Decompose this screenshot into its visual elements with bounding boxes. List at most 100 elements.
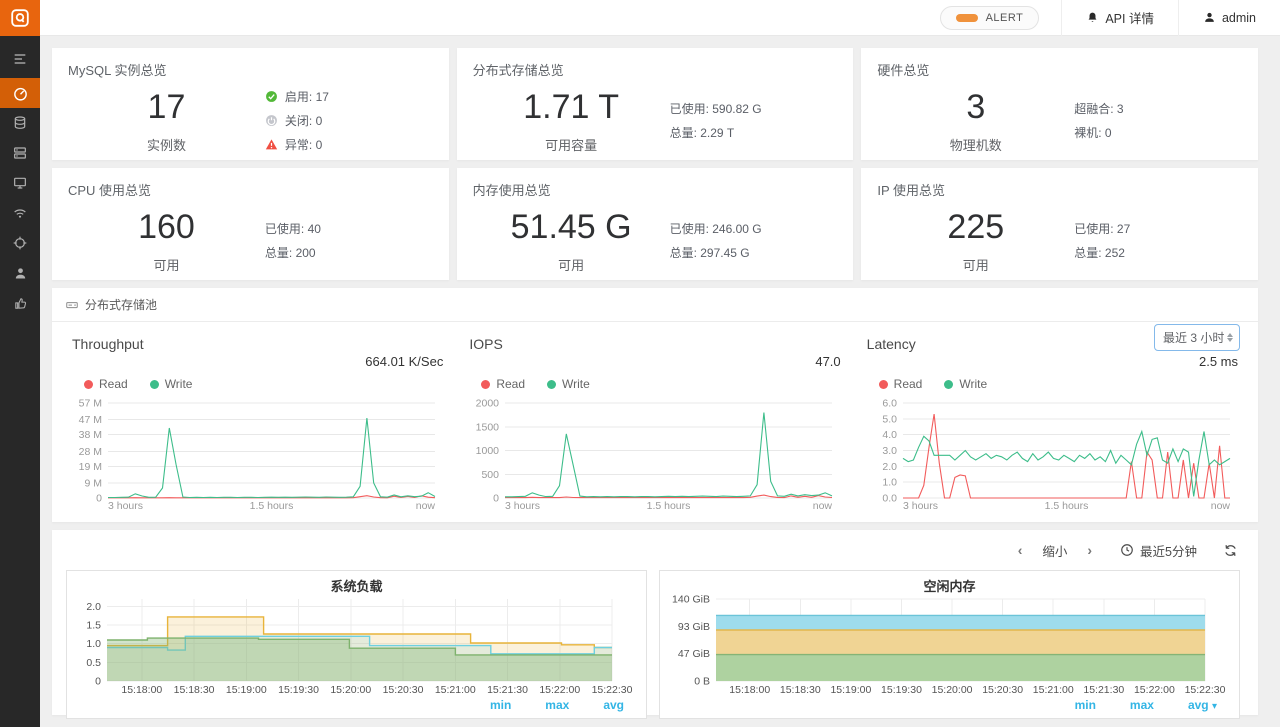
svg-text:1000: 1000 bbox=[476, 445, 500, 457]
detail-row: 已使用: 27 bbox=[1074, 220, 1242, 237]
svg-text:19 M: 19 M bbox=[79, 461, 102, 473]
detail-row: 关闭: 0 bbox=[265, 112, 433, 129]
sidebar-item-approval[interactable] bbox=[0, 288, 40, 318]
app-logo[interactable] bbox=[0, 0, 40, 36]
legend-read[interactable]: Read bbox=[481, 377, 525, 391]
svg-text:15:19:30: 15:19:30 bbox=[278, 684, 319, 696]
zoom-out-button[interactable]: 缩小 bbox=[1038, 537, 1071, 564]
svg-text:0: 0 bbox=[95, 676, 101, 688]
sidebar-item-network[interactable] bbox=[0, 198, 40, 228]
svg-text:15:20:00: 15:20:00 bbox=[932, 684, 973, 696]
chevron-left-button[interactable]: ‹ bbox=[1017, 542, 1023, 558]
refresh-button[interactable] bbox=[1219, 539, 1242, 562]
svg-text:15:21:00: 15:21:00 bbox=[435, 684, 476, 696]
sidebar-item-resources[interactable] bbox=[0, 228, 40, 258]
cpu-available-value: 160 bbox=[138, 208, 195, 246]
svg-text:0.5: 0.5 bbox=[86, 657, 101, 669]
api-details-button[interactable]: API 详情 bbox=[1062, 0, 1178, 35]
max-link[interactable]: max bbox=[1129, 698, 1154, 712]
detail-row: 异常: 0 bbox=[265, 136, 433, 153]
chart-current-value: 47.0 bbox=[815, 354, 841, 369]
time-range-button[interactable]: 最近5分钟 bbox=[1116, 537, 1201, 564]
storage-charts-row: 最近 3 小时 Throughput 664.01 K/Sec Read Wri… bbox=[52, 322, 1258, 522]
svg-text:1.0: 1.0 bbox=[882, 477, 897, 489]
alert-toggle[interactable]: ALERT bbox=[939, 5, 1040, 30]
svg-text:1.5 hours: 1.5 hours bbox=[1044, 500, 1088, 512]
time-range-label: 最近5分钟 bbox=[1140, 544, 1197, 559]
detail-row: 已使用: 40 bbox=[265, 220, 433, 237]
min-link[interactable]: min bbox=[489, 698, 512, 712]
svg-text:140 GiB: 140 GiB bbox=[672, 594, 710, 606]
svg-text:1.5 hours: 1.5 hours bbox=[250, 500, 294, 512]
svg-text:15:21:30: 15:21:30 bbox=[1083, 684, 1124, 696]
detail-text: 已使用: 590.82 G bbox=[669, 102, 762, 116]
svg-text:3 hours: 3 hours bbox=[505, 500, 540, 512]
svg-text:2000: 2000 bbox=[476, 398, 500, 410]
panel-title[interactable]: 空闲内存 bbox=[923, 579, 976, 594]
latency-chart-panel: Latency 2.5 ms Read Write 0.0 1.0 2.0 3.0 4.… bbox=[867, 336, 1238, 512]
legend-write[interactable]: Write bbox=[547, 377, 590, 391]
panel-title[interactable]: 系统负载 bbox=[330, 579, 383, 594]
avg-link[interactable]: avg bbox=[603, 698, 624, 712]
throughput-plot: 0 9 M 19 M 28 M 38 M 47 M 57 M 3 hours 1.5 hours… bbox=[72, 397, 443, 513]
svg-text:15:22:30: 15:22:30 bbox=[592, 684, 633, 696]
topbar-divider bbox=[1061, 0, 1063, 36]
max-link[interactable]: max bbox=[545, 698, 570, 712]
legend-write[interactable]: Write bbox=[149, 377, 193, 391]
svg-text:15:18:00: 15:18:00 bbox=[729, 684, 770, 696]
time-range-select[interactable]: 最近 3 小时 bbox=[1154, 324, 1240, 351]
card-title: MySQL 实例总览 bbox=[68, 63, 167, 78]
sidebar-item-servers[interactable] bbox=[0, 138, 40, 168]
legend-label: Write bbox=[959, 377, 988, 391]
free-memory-plot: 15:18:00 15:18:30 15:19:00 15:19:30 15:20:00… bbox=[668, 593, 1231, 697]
metrics-toolbar: ‹ 缩小 › 最近5分钟 bbox=[52, 530, 1258, 570]
svg-text:0 B: 0 B bbox=[694, 676, 710, 688]
detail-text: 已使用: 27 bbox=[1074, 222, 1131, 236]
avg-link[interactable]: avg ▾ bbox=[1188, 698, 1217, 712]
mysql-overview-card: MySQL 实例总览 17 实例数 启用: 17 bbox=[52, 48, 449, 160]
svg-text:15:18:30: 15:18:30 bbox=[174, 684, 215, 696]
value-label: 可用容量 bbox=[545, 138, 598, 153]
svg-text:500: 500 bbox=[482, 469, 500, 481]
svg-text:15:21:30: 15:21:30 bbox=[487, 684, 528, 696]
sidebar-item-dashboard[interactable] bbox=[0, 78, 40, 108]
user-menu[interactable]: admin bbox=[1179, 0, 1280, 35]
read-dot-icon bbox=[84, 379, 93, 389]
value-label: 实例数 bbox=[146, 138, 186, 153]
svg-text:3.0: 3.0 bbox=[882, 445, 897, 457]
legend-read[interactable]: Read bbox=[84, 377, 128, 391]
chevron-right-button[interactable]: › bbox=[1087, 542, 1093, 558]
min-link[interactable]: min bbox=[1074, 698, 1096, 712]
dashboard-gauge-icon bbox=[13, 87, 27, 101]
check-circle-icon bbox=[265, 91, 277, 102]
detail-text: 总量: 297.45 G bbox=[669, 246, 750, 260]
legend-label: Read bbox=[496, 377, 526, 391]
sidebar-item-users[interactable] bbox=[0, 258, 40, 288]
legend-write[interactable]: Write bbox=[944, 377, 987, 391]
read-dot-icon bbox=[481, 379, 491, 389]
svg-text:now: now bbox=[416, 500, 436, 512]
sidebar-item-monitor[interactable] bbox=[0, 168, 40, 198]
wifi-icon bbox=[14, 209, 26, 218]
legend-read[interactable]: Read bbox=[878, 377, 922, 391]
sidebar-item-menu[interactable] bbox=[0, 44, 40, 74]
ip-overview-card: IP 使用总览 225 可用 已使用: 27 总量: 252 bbox=[861, 168, 1258, 280]
card-title: CPU 使用总览 bbox=[68, 183, 152, 198]
person-icon bbox=[15, 267, 25, 278]
value-label: 可用 bbox=[558, 258, 585, 273]
server-icon bbox=[14, 147, 26, 159]
detail-row: 总量: 297.45 G bbox=[670, 244, 838, 261]
svg-text:9 M: 9 M bbox=[84, 478, 102, 490]
svg-text:15:20:30: 15:20:30 bbox=[982, 684, 1023, 696]
zoom-out-label: 缩小 bbox=[1042, 544, 1068, 559]
value-label: 可用 bbox=[153, 258, 180, 273]
card-title: IP 使用总览 bbox=[877, 183, 945, 198]
memory-overview-card: 内存使用总览 51.45 G 可用 已使用: 246.00 G 总量: 297.… bbox=[456, 168, 854, 280]
sidebar-item-database[interactable] bbox=[0, 108, 40, 138]
section-title: 分布式存储池 bbox=[85, 298, 158, 312]
detail-text: 总量: 252 bbox=[1074, 246, 1125, 260]
user-name-label: admin bbox=[1221, 10, 1256, 25]
legend-label: Write bbox=[164, 377, 193, 391]
storage-pool-section: 分布式存储池 最近 3 小时 Throughput 664.01 K/Sec R… bbox=[52, 288, 1258, 522]
svg-text:15:18:00: 15:18:00 bbox=[121, 684, 162, 696]
